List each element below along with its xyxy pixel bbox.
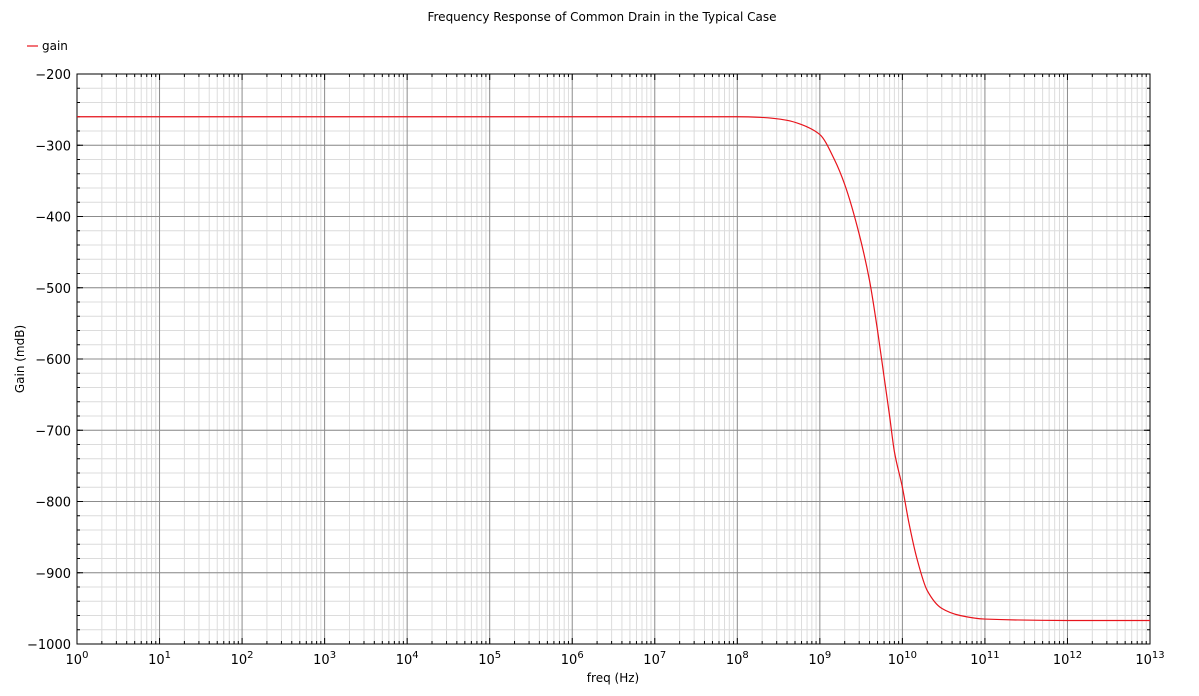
- x-tick-label: 107: [643, 650, 666, 668]
- y-tick-label: −300: [35, 139, 71, 154]
- x-tick-label: 100: [66, 650, 89, 668]
- legend-label-gain: gain: [42, 39, 68, 53]
- y-tick-label: −200: [35, 68, 71, 83]
- x-tick-label: 106: [561, 650, 584, 668]
- series-line-gain: [76, 116, 1150, 622]
- y-tick-label: −500: [35, 282, 71, 297]
- x-tick-label: 1010: [888, 650, 917, 668]
- x-tick-label: 102: [231, 650, 254, 668]
- x-tick-label: 105: [478, 650, 501, 668]
- x-tick-label: 108: [726, 650, 749, 668]
- x-tick-label: 1011: [970, 650, 999, 668]
- y-tick-label: −900: [35, 567, 71, 582]
- y-axis-label: Gain (mdB): [13, 325, 27, 393]
- x-tick-label: 1013: [1135, 650, 1164, 668]
- x-tick-label: 104: [396, 650, 419, 668]
- legend: gain: [27, 39, 68, 53]
- x-tick-label: 1012: [1053, 650, 1082, 668]
- axis-ticks: [76, 73, 1151, 645]
- x-axis-tick-labels: 100 101 102 103 104 105 106 107 108 109 1010 1011 10…: [66, 650, 1165, 668]
- x-tick-label: 109: [808, 650, 831, 668]
- x-tick-label: 101: [148, 650, 171, 668]
- y-tick-label: −700: [35, 424, 71, 439]
- x-axis-label: freq (Hz): [587, 671, 639, 685]
- y-axis-tick-labels: −1000 −900 −800 −700 −600 −500 −400 −300 −200: [27, 68, 71, 653]
- y-tick-label: −800: [35, 496, 71, 511]
- y-tick-label: −600: [35, 353, 71, 368]
- y-tick-label: −400: [35, 211, 71, 226]
- y-tick-label: −1000: [27, 638, 71, 653]
- chart-title: Frequency Response of Common Drain in th…: [427, 10, 776, 24]
- x-tick-label: 103: [313, 650, 336, 668]
